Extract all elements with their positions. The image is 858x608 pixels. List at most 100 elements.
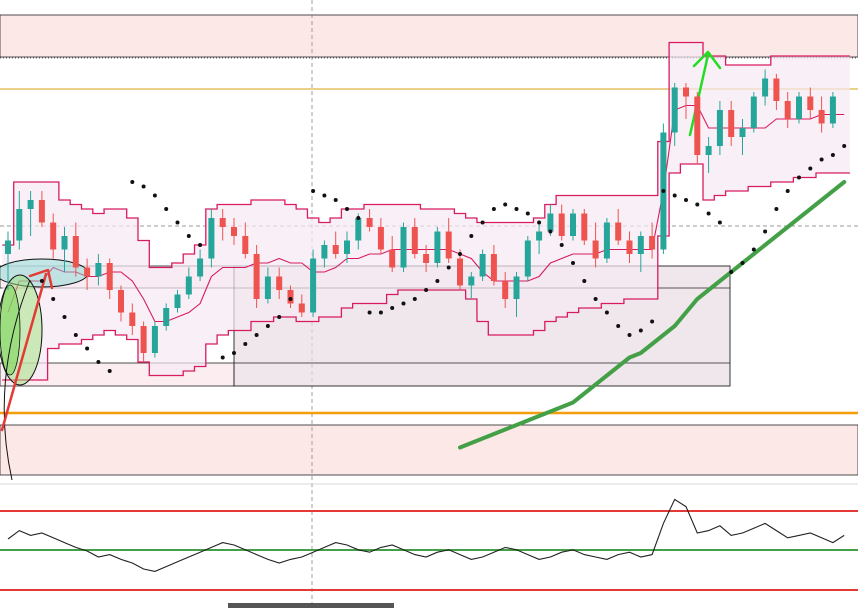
candle [50,213,57,259]
sar-dot [85,346,90,351]
candle-body [61,236,68,250]
candle [626,231,633,263]
sar-dot [740,261,745,265]
sar-dot [491,207,496,211]
lower-demand-zone [0,424,858,476]
parabolic-sar-dots [39,144,847,373]
candle [705,137,712,173]
sar-dot [514,207,519,211]
candle [16,191,23,250]
candle-body [490,254,497,281]
candle-body [321,245,328,259]
candle [671,83,678,146]
candle-body [558,213,565,236]
sar-dot [717,220,722,225]
candle [807,87,814,119]
moving-average-line [458,180,847,450]
time-scroll-handle[interactable] [228,603,394,608]
candle-body [231,227,237,236]
candle-body [185,276,192,295]
candle-body [536,231,543,241]
sar-dot [367,310,372,315]
candle-body [796,96,802,119]
candle [197,249,204,281]
sar-dot [808,166,813,171]
sar-dot [774,207,779,211]
candle-body [683,87,689,97]
sar-dot [582,279,587,283]
candle-body [106,263,113,290]
candle-body [276,276,283,290]
candle [5,231,11,290]
candle [151,321,158,358]
sar-dot [277,315,282,319]
sar-dot [751,247,756,252]
candle-body [773,78,780,101]
sar-dot [446,265,451,270]
candle-body [694,96,701,155]
candle [739,119,746,155]
candle-body [310,258,317,313]
sar-dot [729,270,734,274]
candle [649,222,656,259]
candle [95,254,102,286]
sar-dot [39,279,44,283]
candle [773,74,780,110]
candle-body [50,222,57,250]
candle [468,272,475,299]
sar-dot [265,324,270,328]
sar-dot [412,297,417,301]
candle-body [95,263,102,277]
candle-body [16,209,23,241]
candle [84,258,91,290]
candle [445,218,452,263]
candle [344,231,350,263]
sar-dot [311,189,316,193]
candle-body [38,200,45,223]
candle [728,101,735,146]
candle [524,236,531,281]
candle-body [807,96,814,110]
candle [615,209,622,245]
sar-dot [469,234,474,238]
candle [219,209,226,241]
candle [694,92,701,164]
candle-body [445,231,452,259]
candle [762,69,769,106]
candle [513,272,520,317]
candle [750,92,757,133]
resistance-zone [0,14,858,58]
candle-body [389,249,396,268]
candle [683,83,689,119]
sar-dot [627,333,632,337]
sar-dot [198,243,203,247]
candle [603,218,610,263]
candle-body [705,146,712,155]
sar-dot [220,355,225,360]
candle [174,290,181,313]
candle-body [264,276,271,299]
candle [411,218,418,259]
sar-dot [164,207,169,211]
candle [61,227,68,272]
sar-dot [604,310,609,315]
candle [332,231,339,259]
sar-dot [650,319,655,324]
candle [490,245,497,286]
candle-body [5,240,11,254]
sar-dot [537,220,542,225]
candle-body [739,128,746,137]
candle [479,249,486,281]
candle [72,222,79,277]
sar-dot [243,342,248,346]
candle [129,303,136,335]
candle [253,245,260,308]
candle-body [581,213,588,241]
candle-body [298,303,305,313]
sar-dot [175,220,180,225]
sar-dot [96,360,101,364]
sar-dot [616,324,621,328]
sar-dot [785,189,790,193]
candle-body [208,218,215,259]
